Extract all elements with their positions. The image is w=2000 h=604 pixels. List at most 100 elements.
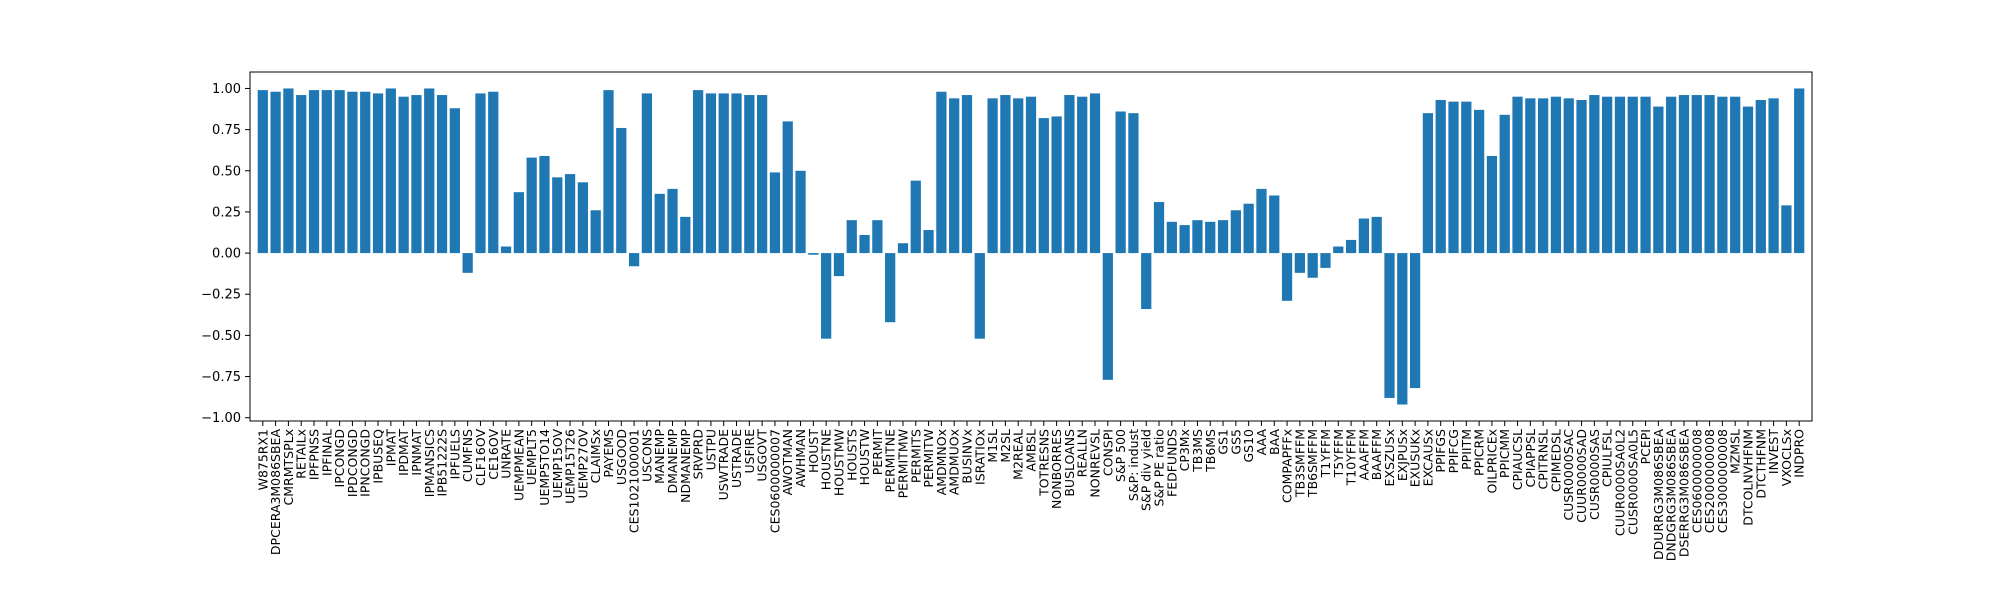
x-tick-label: HOUSTMW <box>831 429 846 496</box>
x-tick-label: AMBSL <box>1024 429 1039 472</box>
bar-87 <box>1371 216 1382 254</box>
bar-61 <box>1038 118 1049 254</box>
bar-114 <box>1717 96 1728 254</box>
x-tick-label: PAYEMS <box>601 429 616 478</box>
bar-11 <box>398 96 409 254</box>
bar-112 <box>1691 95 1702 254</box>
bar-109 <box>1653 106 1664 254</box>
x-tick-label: CUUR0000SA0L2 <box>1612 429 1627 536</box>
x-tick-label: GS1 <box>1216 429 1231 455</box>
y-tick-label: −1.00 <box>201 411 241 426</box>
x-tick-label: PERMITMW <box>895 429 910 498</box>
bar-19 <box>500 246 512 254</box>
x-tick-label: DNDGRG3M086SBEA <box>1664 429 1679 562</box>
bar-18 <box>488 91 499 254</box>
bar-73 <box>1192 220 1203 254</box>
x-tick-label: PPICMM <box>1497 429 1512 478</box>
x-tick-label: USFIRE <box>742 429 757 474</box>
bar-23 <box>552 177 563 254</box>
x-tick-label: IPFINAL <box>319 429 334 476</box>
bar-83 <box>1320 253 1331 268</box>
bar-32 <box>667 188 678 254</box>
x-tick-label: CLAIMSx <box>588 429 603 483</box>
bars-layer <box>257 88 1805 405</box>
bar-42 <box>795 170 806 254</box>
x-tick-label: AMDMNOx <box>934 429 949 495</box>
x-tick-label: UEMP15OV <box>550 429 565 499</box>
x-tick-label: CONSPI <box>1100 429 1115 476</box>
x-tick-label: PPIFCG <box>1446 429 1461 473</box>
bar-94 <box>1461 101 1472 254</box>
x-tick-label: VXOCLSx <box>1779 429 1794 486</box>
bar-111 <box>1678 95 1690 254</box>
x-tick-label: PPIFGS <box>1433 429 1448 473</box>
bar-100 <box>1538 98 1549 254</box>
x-tick-label: ISRATIOx <box>972 429 987 485</box>
bar-103 <box>1576 99 1587 254</box>
bar-44 <box>821 253 832 339</box>
bar-117 <box>1755 99 1766 254</box>
bar-26 <box>590 210 601 254</box>
x-tick-label: USTRADE <box>729 429 744 488</box>
bar-106 <box>1614 96 1626 254</box>
bar-29 <box>628 253 640 267</box>
x-tick-label: CPIULFSL <box>1600 429 1615 487</box>
x-tick-label: IPMAT <box>383 429 398 467</box>
bar-54 <box>949 98 960 254</box>
bar-92 <box>1435 99 1446 254</box>
x-tick-label: UEMP15T26 <box>563 429 578 504</box>
x-tick-label: EXUSUKx <box>1408 429 1423 487</box>
bar-35 <box>705 93 717 254</box>
x-tick-label: PCEPI <box>1638 429 1653 464</box>
x-tick-label: CES1021000001 <box>627 429 642 533</box>
x-tick-label: AWOTMAN <box>780 429 795 495</box>
x-tick-label: IPDMAT <box>396 429 411 476</box>
bar-65 <box>1089 93 1101 254</box>
bar-47 <box>859 234 870 254</box>
x-tick-label: IPFUELS <box>447 429 462 479</box>
bar-36 <box>718 93 729 254</box>
x-tick-label: CPIAPPSL <box>1523 429 1538 488</box>
bar-71 <box>1166 221 1177 254</box>
x-tick-label: CE16OV <box>486 429 501 480</box>
bar-24 <box>564 174 576 254</box>
bar-5 <box>321 90 332 254</box>
bar-49 <box>885 253 896 323</box>
x-tick-label: REALLN <box>1075 429 1090 477</box>
x-tick-label: USWTRADE <box>716 429 731 500</box>
bar-40 <box>769 172 781 254</box>
bar-67 <box>1115 111 1126 254</box>
x-tick-label: MANEMP <box>652 429 667 484</box>
bar-77 <box>1243 203 1254 254</box>
x-tick-label: DMANEMP <box>665 429 680 494</box>
bar-110 <box>1666 96 1677 254</box>
x-tick-label: AWHMAN <box>793 429 808 487</box>
bar-0 <box>257 90 268 254</box>
x-tick-label: INVEST <box>1766 429 1781 474</box>
x-tick-label: PERMITS <box>908 429 923 483</box>
x-tick-label: PERMITW <box>921 429 936 488</box>
x-tick-label: CMRMTSPLx <box>281 429 296 505</box>
bar-74 <box>1205 221 1216 254</box>
bar-76 <box>1230 210 1241 254</box>
x-tick-label: IPNCONGD <box>358 429 373 497</box>
bar-48 <box>872 220 883 254</box>
x-tick-label: COMPAPFFx <box>1280 429 1295 503</box>
x-tick-label: PERMIT <box>870 429 885 476</box>
x-tick-label: HOUSTS <box>844 429 859 481</box>
x-tick-label: CPIAUCSL <box>1510 429 1525 490</box>
x-tick-label: CLF16OV <box>473 429 488 486</box>
bar-4 <box>308 90 320 254</box>
bar-108 <box>1640 96 1651 254</box>
bar-60 <box>1025 96 1037 254</box>
bar-90 <box>1409 253 1421 389</box>
x-tick-label: IPB51222S <box>435 429 450 497</box>
bar-34 <box>692 90 704 254</box>
bar-64 <box>1077 96 1088 254</box>
x-tick-label: IPFPNSS <box>307 429 322 480</box>
bar-2 <box>283 88 294 254</box>
y-tick-label: 0.75 <box>212 123 241 138</box>
x-tick-label: CES2000000008 <box>1702 429 1717 533</box>
x-tick-label: AAAFFM <box>1356 429 1371 481</box>
x-tick-label: FEDFUNDS <box>1164 429 1179 497</box>
